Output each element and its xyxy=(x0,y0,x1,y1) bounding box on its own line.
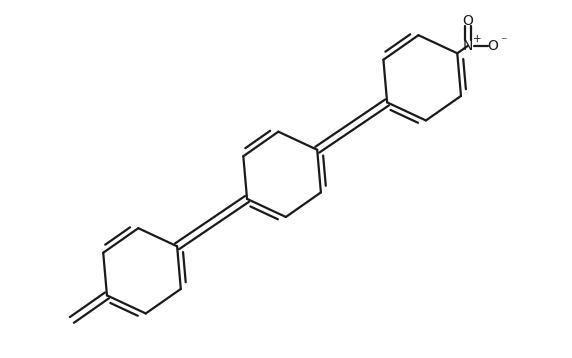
Text: O: O xyxy=(487,39,499,53)
Text: +: + xyxy=(473,34,482,44)
Text: N: N xyxy=(463,39,474,53)
Text: O: O xyxy=(463,14,474,28)
Text: ⁻: ⁻ xyxy=(500,35,506,48)
